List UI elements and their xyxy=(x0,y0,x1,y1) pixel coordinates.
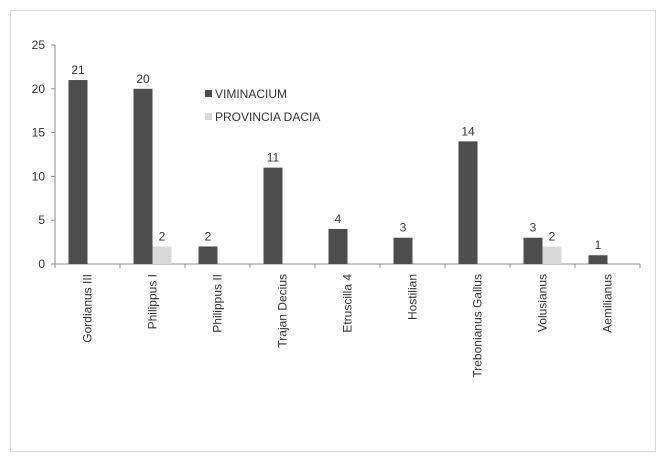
data-label: 3 xyxy=(530,221,537,235)
x-tick-label: Philippus I xyxy=(146,274,160,329)
legend-swatch xyxy=(205,90,212,97)
x-tick-label: Volusianus xyxy=(536,274,550,332)
bar xyxy=(133,88,153,264)
legend-label: VIMINACIUM xyxy=(215,87,287,101)
data-label: 3 xyxy=(400,221,407,235)
y-tick-label: 0 xyxy=(38,257,45,271)
x-tick-label: Trajan Decius xyxy=(276,274,290,348)
bar xyxy=(152,246,172,264)
data-label: 14 xyxy=(461,124,475,138)
data-label: 21 xyxy=(71,63,85,77)
bar xyxy=(198,246,218,264)
x-tick-label: Aemilianus xyxy=(601,274,615,333)
x-tick-label: Gordianus III xyxy=(81,274,95,343)
y-tick-label: 10 xyxy=(32,169,46,183)
bar xyxy=(458,141,478,264)
bar xyxy=(523,237,543,264)
bar xyxy=(68,80,88,264)
bar xyxy=(328,228,348,264)
y-tick-label: 25 xyxy=(32,38,46,52)
bar xyxy=(588,255,608,264)
y-tick-label: 15 xyxy=(32,126,46,140)
x-tick-label: Etruscilla 4 xyxy=(341,274,355,333)
x-tick-label: Philippus II xyxy=(211,274,225,333)
data-label: 2 xyxy=(205,229,212,243)
bar xyxy=(393,237,413,264)
x-tick-label: Hostilian xyxy=(406,274,420,320)
x-tick-label: Trebonianus Gallus xyxy=(471,274,485,378)
y-tick-label: 20 xyxy=(32,82,46,96)
bar xyxy=(263,167,283,264)
legend-label: PROVINCIA DACIA xyxy=(215,110,320,124)
data-label: 11 xyxy=(267,151,280,165)
y-tick-label: 5 xyxy=(38,213,45,227)
bar xyxy=(542,246,562,264)
data-label: 20 xyxy=(136,72,150,86)
data-label: 1 xyxy=(595,238,602,252)
data-label: 4 xyxy=(335,212,342,226)
data-label: 2 xyxy=(159,229,166,243)
legend-swatch xyxy=(205,113,212,120)
data-label: 2 xyxy=(549,229,556,243)
